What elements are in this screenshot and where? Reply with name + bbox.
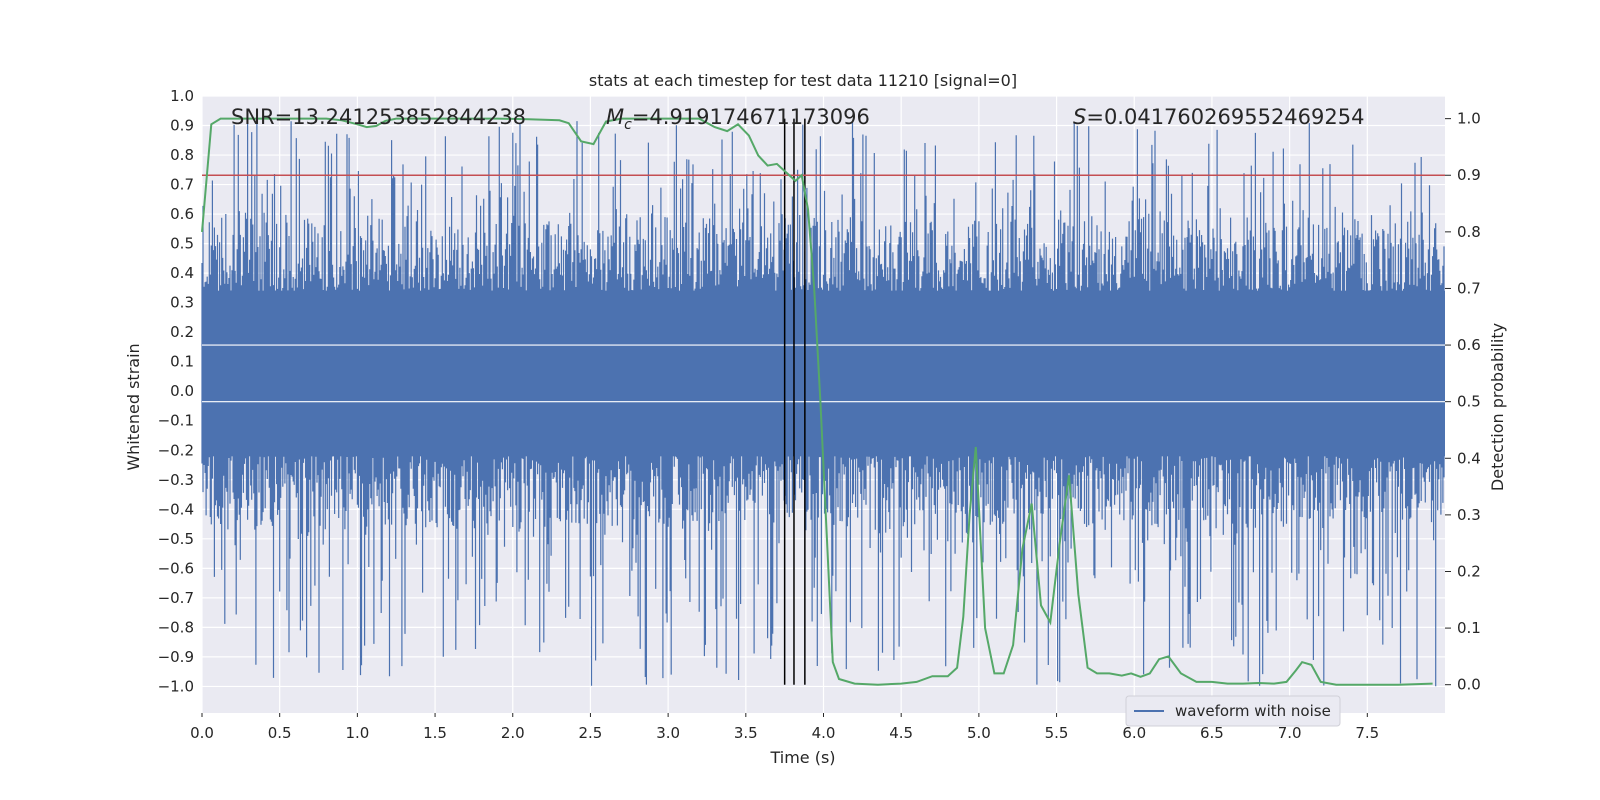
y-left-tick-label: 0.6	[170, 205, 194, 223]
x-tick-label: 1.0	[345, 724, 369, 742]
y-right-tick-label: 1.0	[1457, 110, 1481, 128]
y-right-tick-label: 0.3	[1457, 506, 1481, 524]
x-tick-label: 6.5	[1200, 724, 1224, 742]
y-left-tick-label: 0.5	[170, 235, 194, 253]
s-value: =0.041760269552469254	[1086, 105, 1364, 129]
x-tick-label: 4.5	[889, 724, 913, 742]
y-left-tick-label: −0.9	[158, 648, 194, 666]
x-tick-label: 5.0	[967, 724, 991, 742]
x-tick-label: 3.0	[656, 724, 680, 742]
detection-probability-line	[201, 117, 1433, 686]
legend-box	[1125, 695, 1341, 727]
y-right-tick-label: 0.8	[1457, 223, 1481, 241]
event-vertical-lines	[783, 118, 806, 685]
y-left-tick-label: −0.1	[158, 412, 194, 430]
x-tick-label: 1.5	[423, 724, 447, 742]
y-left-tick-label: 0.3	[170, 294, 194, 312]
strain-dense-band	[202, 290, 1445, 457]
y-left-tick-label: −0.6	[158, 559, 194, 577]
y-left-tick-label: −0.5	[158, 530, 194, 548]
y-right-tick-label: 0.6	[1457, 336, 1481, 354]
y-left-tick-label: 0.1	[170, 353, 194, 371]
y-right-axis-label: Detection probability	[1488, 323, 1507, 491]
y-right-tick-label: 0.5	[1457, 393, 1481, 411]
y-left-tick-label: −0.3	[158, 471, 194, 489]
legend-label: waveform with noise	[1175, 702, 1331, 720]
x-tick-label: 6.0	[1122, 724, 1146, 742]
x-tick-label: 7.5	[1355, 724, 1379, 742]
chirp-mass-annotation: Mc=4.919174671173096	[606, 105, 870, 133]
strain-band	[202, 290, 1445, 457]
y-left-tick-label: 0.9	[170, 117, 194, 135]
y-left-tick-label: 0.0	[170, 382, 194, 400]
y-right-tick-label: 0.2	[1457, 562, 1481, 580]
y-right-axis-ticks: 1.0 0.9 0.8 0.7 0.6 0.5 0.4 0.3 0.2 0.1 0.0	[1445, 110, 1481, 694]
y-left-tick-label: 0.8	[170, 146, 194, 164]
chirp-mass-subscript: c	[624, 117, 632, 133]
x-tick-label: 7.0	[1278, 724, 1302, 742]
snr-annotation: SNR=13.241253852844238	[231, 105, 526, 129]
s-annotation: S=0.041760269552469254	[1073, 105, 1364, 129]
x-tick-label: 3.5	[734, 724, 758, 742]
x-axis-ticks: 0.0 0.5 1.0 1.5 2.0 2.5 3.0 3.5 4.0 4.5 5.0 5.5 6.0 6…	[190, 713, 1379, 742]
x-axis-label: Time (s)	[769, 748, 835, 767]
x-tick-label: 0.5	[268, 724, 292, 742]
chirp-mass-value: =4.919174671173096	[632, 105, 870, 129]
legend: waveform with noise	[1125, 695, 1341, 727]
y-right-tick-label: 0.1	[1457, 619, 1481, 637]
y-right-tick-label: 0.7	[1457, 279, 1481, 297]
y-left-axis-label: Whitened strain	[124, 343, 143, 470]
y-left-tick-label: 1.0	[170, 87, 194, 105]
y-right-tick-label: 0.4	[1457, 449, 1481, 467]
y-left-tick-label: −0.8	[158, 618, 194, 636]
x-tick-label: 4.0	[812, 724, 836, 742]
x-tick-label: 2.0	[501, 724, 525, 742]
x-tick-label: 0.0	[190, 724, 214, 742]
x-tick-label: 2.5	[579, 724, 603, 742]
y-right-tick-label: 0.9	[1457, 166, 1481, 184]
s-symbol: S	[1073, 105, 1086, 129]
x-tick-label: 5.5	[1045, 724, 1069, 742]
y-left-tick-label: 0.7	[170, 176, 194, 194]
chart-title: stats at each timestep for test data 112…	[589, 71, 1017, 90]
y-left-tick-label: 0.2	[170, 323, 194, 341]
y-left-tick-label: −0.2	[158, 441, 194, 459]
y-left-tick-label: 0.4	[170, 264, 194, 282]
y-left-tick-label: −0.4	[158, 500, 194, 518]
chirp-mass-symbol: M	[606, 105, 624, 129]
y-left-tick-label: −0.7	[158, 589, 194, 607]
y-left-axis-ticks: 1.0 0.9 0.8 0.7 0.6 0.5 0.4 0.3 0.2 0.1 0.0 −0.1 −0.…	[158, 87, 194, 695]
y-right-tick-label: 0.0	[1457, 676, 1481, 694]
y-left-tick-label: −1.0	[158, 677, 194, 695]
